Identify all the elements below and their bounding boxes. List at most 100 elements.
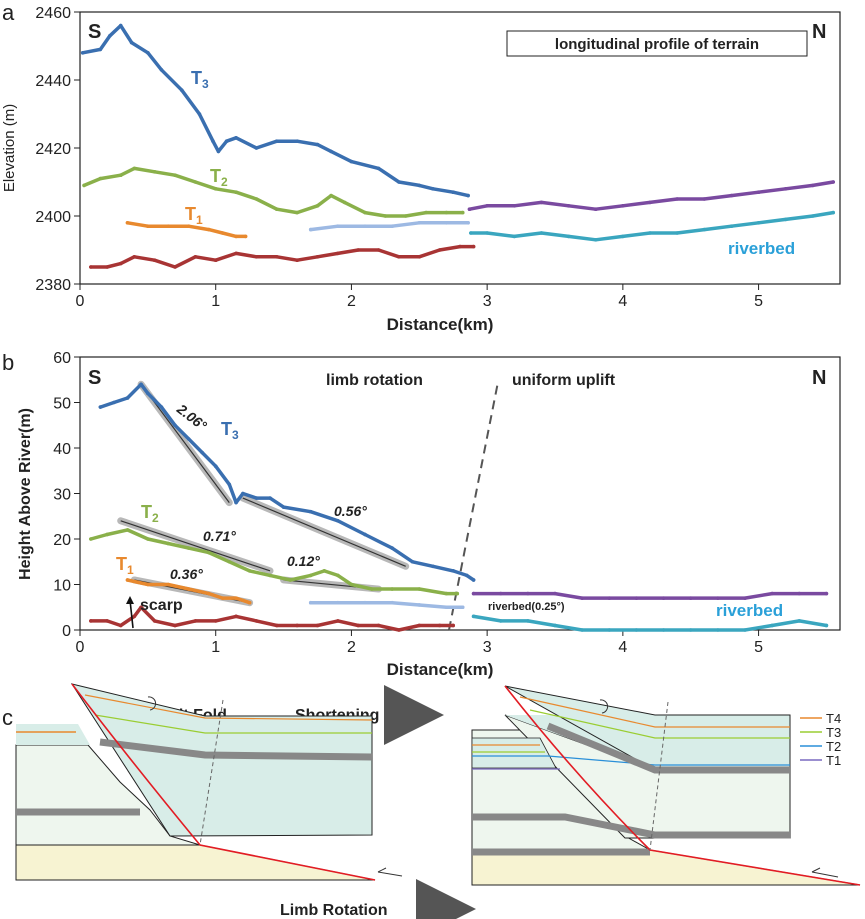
data-point [390, 587, 394, 591]
data-point [166, 541, 171, 546]
panel-b-scarp-marker [126, 596, 134, 629]
series-purple [467, 180, 835, 211]
data-point [234, 596, 238, 600]
data-point [166, 582, 171, 587]
data-point [186, 437, 191, 441]
data-point [179, 88, 184, 92]
data-point [831, 210, 836, 215]
data-point [566, 204, 571, 208]
panel-b-label-t3: T3 [221, 419, 239, 442]
data-point [129, 40, 134, 45]
panel-b-fit-lines [117, 380, 410, 607]
panel-b-limb-text: limb rotation [326, 372, 423, 389]
data-point [417, 183, 422, 188]
data-point [471, 244, 476, 249]
data-point [308, 600, 313, 605]
data-point [417, 623, 422, 628]
data-point [329, 193, 333, 198]
data-point [363, 600, 367, 605]
data-point [224, 139, 229, 143]
data-point [675, 197, 679, 201]
data-point [105, 532, 109, 537]
data-point [197, 112, 202, 116]
panel-a-series [80, 23, 836, 269]
data-point [397, 254, 401, 259]
data-point [308, 509, 313, 514]
data-point [254, 254, 259, 259]
series-t2 [82, 166, 465, 218]
data-point [498, 591, 503, 596]
data-point [82, 183, 86, 188]
data-point [227, 559, 232, 564]
data-point [139, 382, 143, 387]
data-point [274, 139, 279, 143]
data-point [729, 224, 734, 228]
data-point [648, 200, 652, 205]
data-point [383, 214, 388, 218]
legend-label-t2: T2 [826, 739, 841, 754]
panel-c: c Listric Fault Fold Shortening Limb Rot… [2, 683, 861, 919]
series-t3 [98, 382, 476, 582]
data-point [105, 265, 109, 269]
panel-b-north: N [812, 367, 826, 389]
data-point [125, 396, 130, 400]
data-point [466, 193, 470, 198]
data-point [295, 623, 299, 628]
data-point [98, 405, 103, 409]
y-tick-label: 0 [62, 623, 71, 640]
data-point [200, 450, 204, 455]
data-point [593, 207, 598, 211]
data-point [512, 234, 517, 239]
data-point [295, 258, 299, 263]
data-point [390, 546, 394, 550]
data-point [118, 173, 123, 177]
data-point [553, 591, 557, 596]
data-point [211, 139, 215, 143]
data-point [451, 190, 456, 194]
data-point [356, 623, 361, 628]
panel-a-label-t3: T3 [191, 68, 209, 91]
data-point [152, 170, 157, 174]
data-point [98, 47, 103, 52]
data-point [811, 183, 815, 188]
data-point [159, 405, 164, 409]
data-point [98, 176, 103, 181]
data-point [460, 210, 465, 215]
panel-b-label-t1: T1 [116, 554, 134, 577]
data-point [485, 204, 489, 208]
data-point [471, 591, 476, 596]
data-point [471, 578, 476, 582]
data-point [274, 207, 279, 211]
series-t1_light [308, 221, 470, 232]
data-point [308, 227, 313, 232]
data-point [376, 248, 381, 252]
data-point [336, 224, 340, 228]
data-point [770, 591, 774, 596]
panel-a-label-t2: T2 [210, 166, 228, 189]
data-point [186, 224, 191, 228]
data-point [234, 500, 238, 505]
panel-a-xlabel: Distance(km) [387, 315, 494, 334]
data-point [186, 546, 191, 550]
data-point [207, 227, 211, 232]
data-point [675, 231, 679, 235]
fit-line [140, 383, 230, 503]
panel-b-uplift-text: uniform uplift [512, 372, 616, 389]
data-point [274, 254, 279, 259]
data-point [607, 628, 612, 632]
data-point [688, 596, 693, 600]
data-point [661, 628, 666, 632]
panel-b-series [89, 382, 829, 632]
data-point [634, 596, 639, 600]
fit-line [242, 497, 406, 567]
data-point [173, 265, 177, 269]
data-point [444, 221, 449, 225]
data-point [234, 136, 238, 140]
data-point [213, 464, 218, 469]
data-point [363, 210, 367, 215]
data-point [716, 628, 720, 632]
x-tick-label: 5 [754, 293, 763, 310]
data-point [89, 265, 93, 269]
data-point [783, 217, 788, 222]
